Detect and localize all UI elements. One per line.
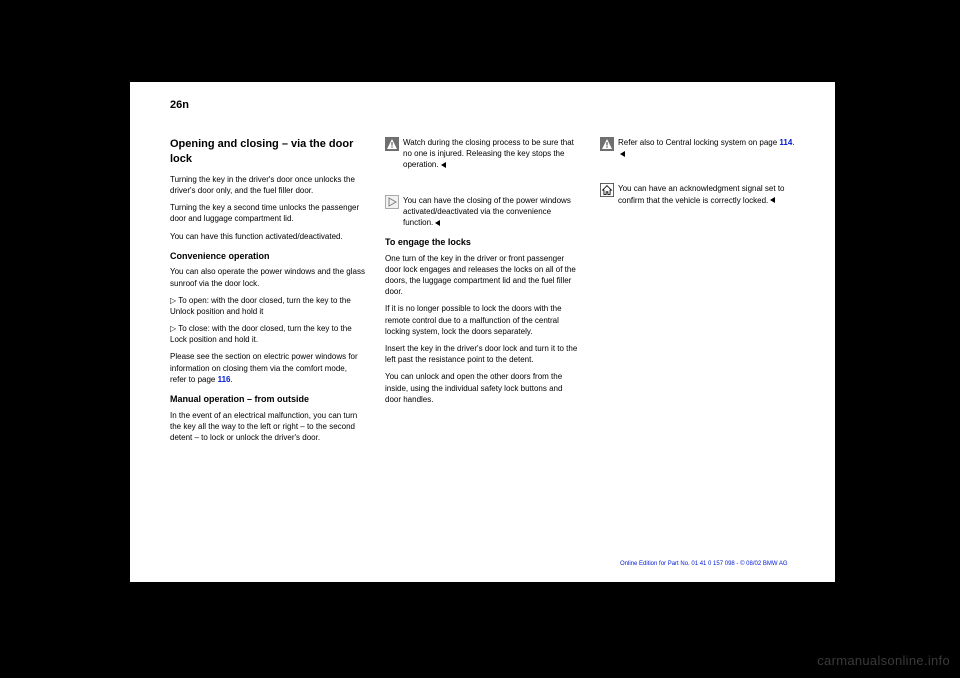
end-marker-icon — [770, 197, 775, 203]
col1-bullet-close: ▷ To close: with the door closed, turn t… — [170, 323, 365, 345]
col1-para5-suffix: . — [231, 375, 233, 384]
column-2: Watch during the closing process to be s… — [385, 137, 580, 411]
manual-page: 26n Opening and closing – via the door l… — [130, 82, 835, 582]
col1-para3: You can have this function activated/dea… — [170, 231, 365, 242]
col1-subtitle-convenience: Convenience operation — [170, 250, 365, 263]
spacer — [600, 165, 795, 183]
col3-warn1-suffix: . — [792, 138, 794, 147]
col3-warn1-text: Refer also to Central locking system on … — [618, 137, 795, 159]
key-note-icon — [385, 195, 399, 209]
col1-para6: In the event of an electrical malfunctio… — [170, 410, 365, 444]
col1-para4: You can also operate the power windows a… — [170, 266, 365, 288]
col1-para1: Turning the key in the driver's door onc… — [170, 174, 365, 196]
col1-bullet2-text: To close: with the door closed, turn the… — [170, 324, 352, 344]
warning-icon — [600, 137, 614, 151]
page-n-letter: n — [182, 99, 189, 111]
col1-subtitle-manual: Manual operation – from outside — [170, 393, 365, 406]
col2-warn1-inner: Watch during the closing process to be s… — [403, 138, 574, 169]
col1-bullet1-text: To open: with the door closed, turn the … — [170, 296, 351, 316]
footer-edition: Online Edition for Part No. 01 41 0 157 … — [620, 561, 788, 567]
col2-warn1-text: Watch during the closing process to be s… — [403, 137, 580, 171]
col2-note1-inner: You can have the closing of the power wi… — [403, 196, 571, 227]
col1-para5-prefix: Please see the section on electric power… — [170, 352, 358, 383]
end-marker-icon — [435, 220, 440, 226]
end-marker-icon — [441, 162, 446, 168]
watermark: carmanualsonline.info — [817, 653, 950, 668]
end-marker-icon — [620, 151, 625, 157]
spacer — [385, 177, 580, 195]
col3-warning-block: Refer also to Central locking system on … — [600, 137, 795, 159]
page-link-116[interactable]: 116 — [218, 375, 231, 384]
column-3: Refer also to Central locking system on … — [600, 137, 795, 212]
col2-warning-block: Watch during the closing process to be s… — [385, 137, 580, 171]
col2-para4: You can unlock and open the other doors … — [385, 371, 580, 405]
page-link-114[interactable]: 114 — [779, 138, 792, 147]
column-1: Opening and closing – via the door lock … — [170, 137, 365, 449]
page-number-value: 26 — [170, 99, 182, 111]
house-icon — [600, 183, 614, 197]
col2-para2: If it is no longer possible to lock the … — [385, 303, 580, 337]
col2-para3: Insert the key in the driver's door lock… — [385, 343, 580, 365]
col3-home-text: You can have an acknowledgment signal se… — [618, 183, 795, 205]
col3-home-inner: You can have an acknowledgment signal se… — [618, 184, 784, 204]
col2-subtitle-engage: To engage the locks — [385, 236, 580, 249]
warning-icon — [385, 137, 399, 151]
col2-note-block: You can have the closing of the power wi… — [385, 195, 580, 229]
col1-bullet-open: ▷ To open: with the door closed, turn th… — [170, 295, 365, 317]
col3-home-block: You can have an acknowledgment signal se… — [600, 183, 795, 205]
section-title: Opening and closing – via the door lock — [170, 137, 365, 168]
col3-warn1-prefix: Refer also to Central locking system on … — [618, 138, 779, 147]
col1-para5: Please see the section on electric power… — [170, 351, 365, 385]
col2-para1: One turn of the key in the driver or fro… — [385, 253, 580, 298]
col2-note1-text: You can have the closing of the power wi… — [403, 195, 580, 229]
col1-para2: Turning the key a second time unlocks th… — [170, 202, 365, 224]
page-number: 26n — [170, 99, 189, 111]
